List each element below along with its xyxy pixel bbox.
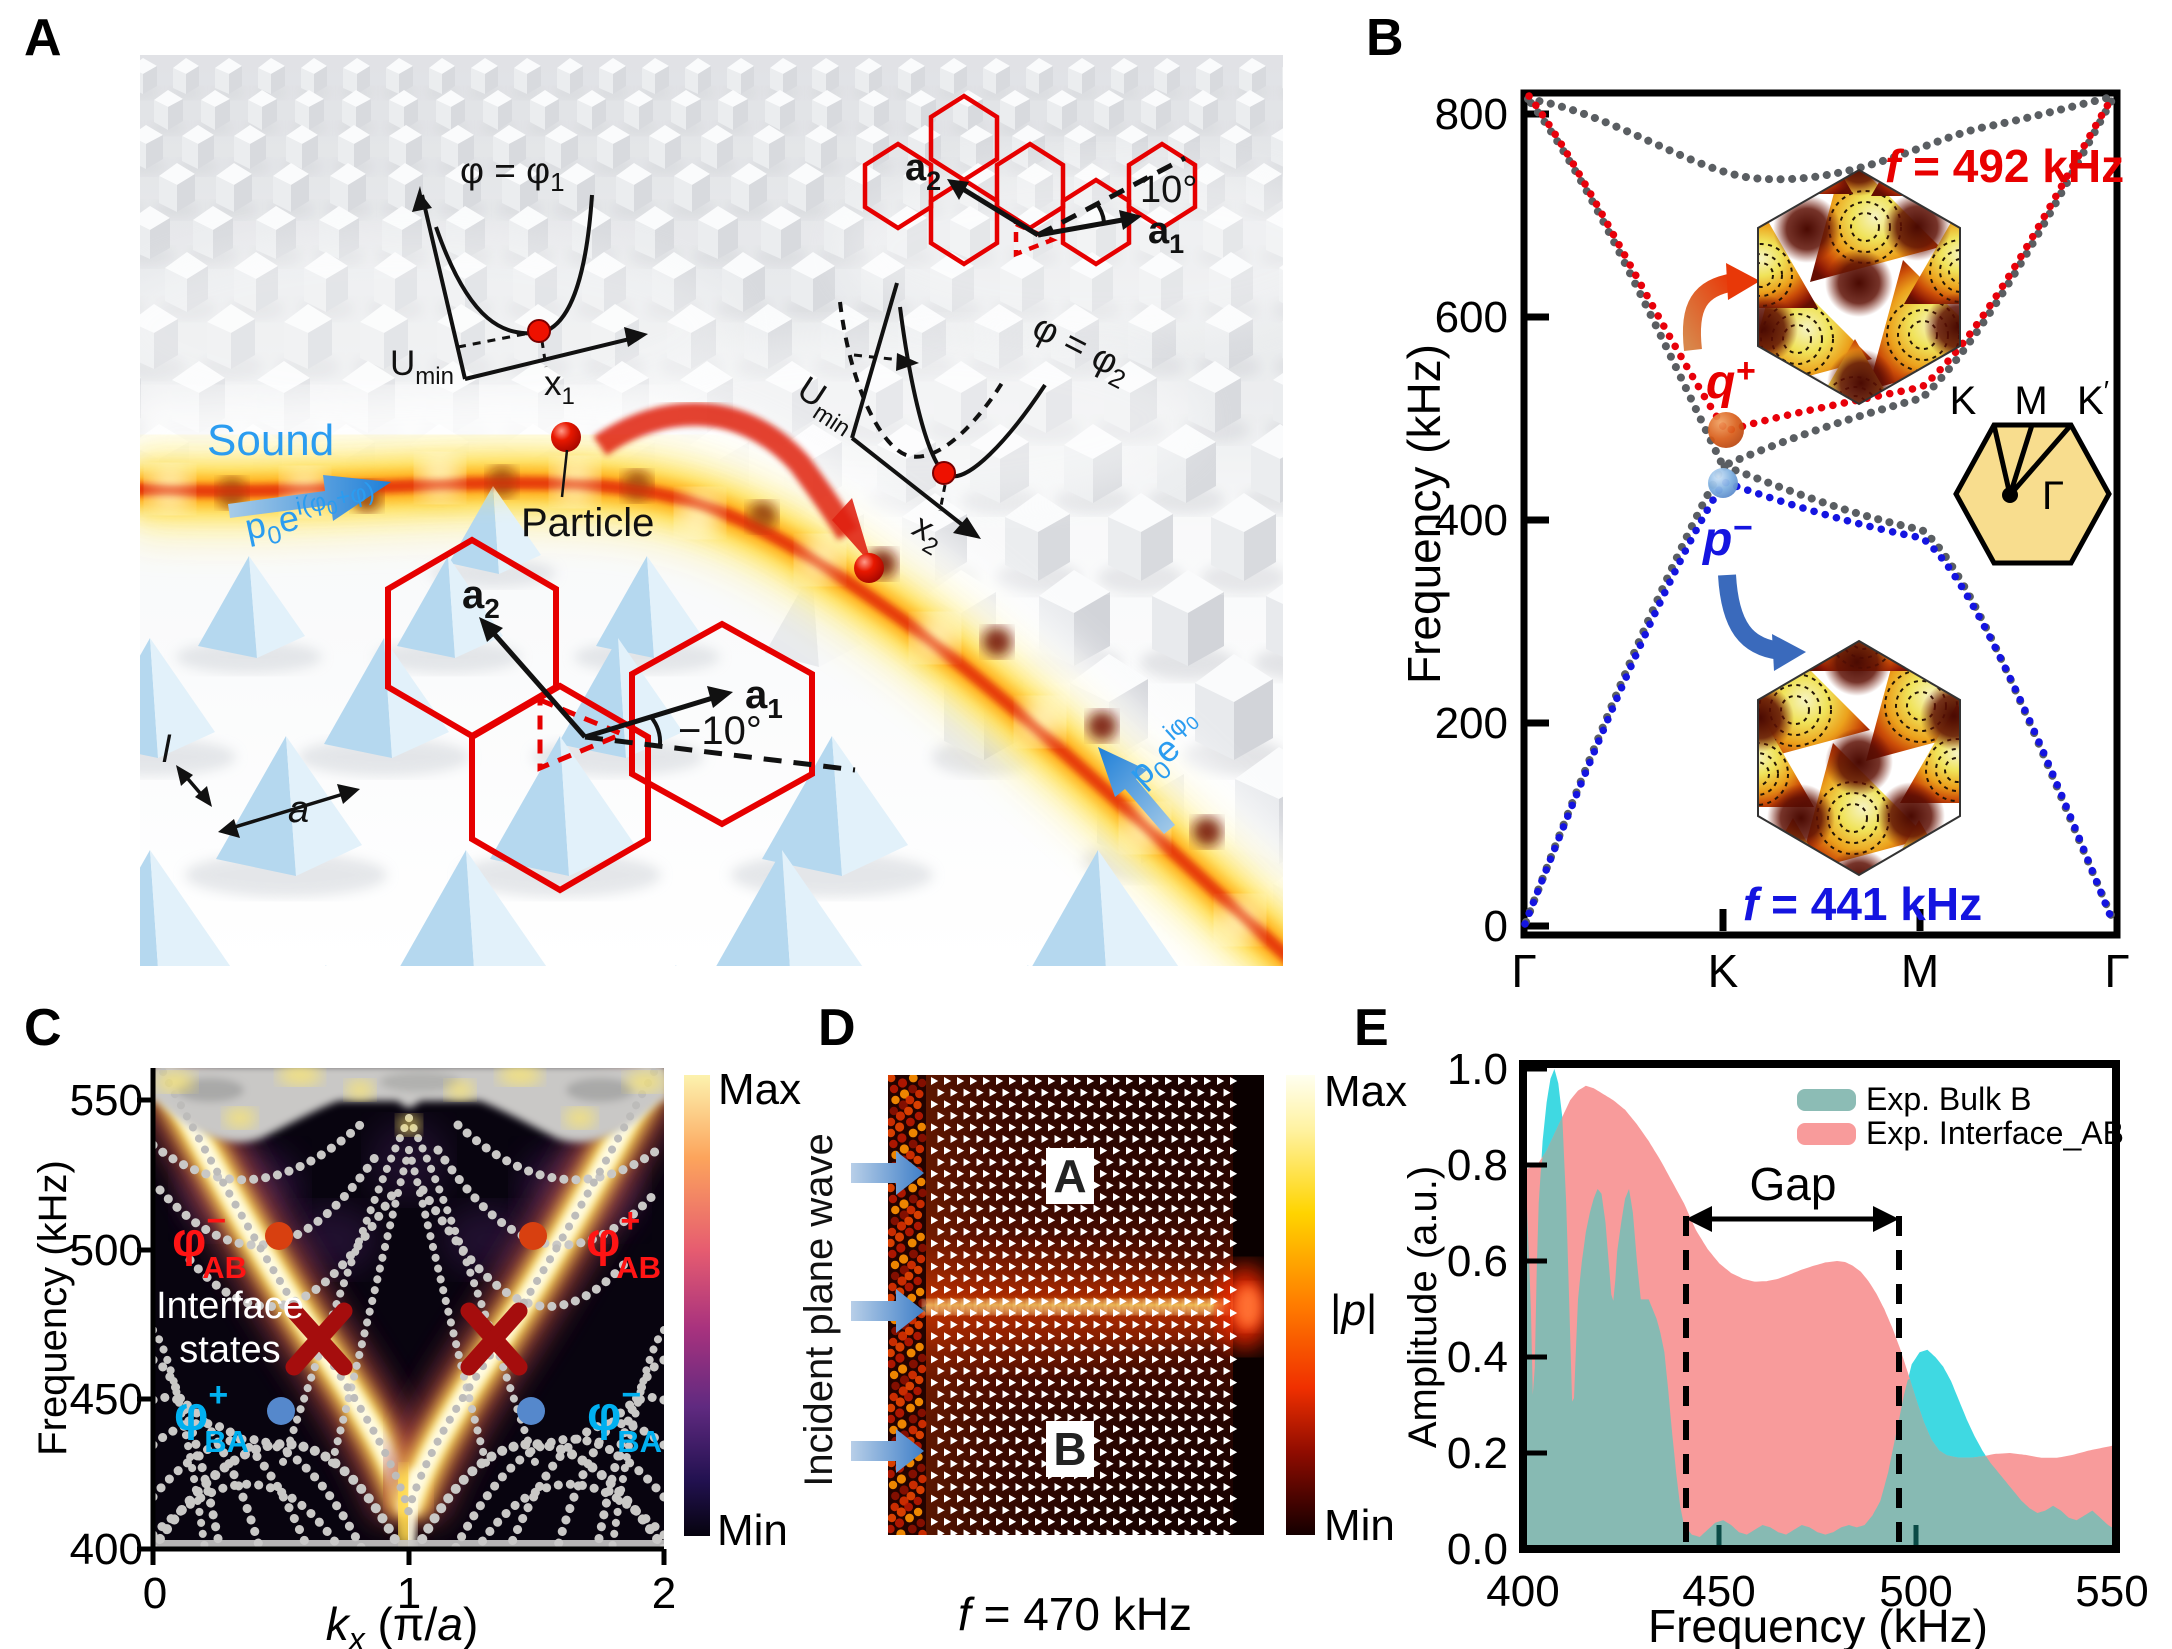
svg-text:Gap: Gap — [1750, 1158, 1837, 1210]
svg-text:Γ: Γ — [2104, 945, 2129, 997]
svg-text:|p|: |p| — [1330, 1286, 1377, 1335]
svg-text:Min: Min — [717, 1506, 788, 1555]
svg-text:K: K — [1708, 945, 1739, 997]
svg-text:B: B — [1053, 1423, 1086, 1475]
svg-text:200: 200 — [1435, 699, 1508, 748]
svg-text:Incident plane wave: Incident plane wave — [797, 1133, 841, 1487]
svg-text:1: 1 — [397, 1569, 421, 1618]
svg-text:p−: p− — [1701, 509, 1752, 566]
svg-text:a1: a1 — [745, 673, 783, 724]
svg-text:M: M — [2014, 379, 2047, 423]
svg-text:a1: a1 — [1148, 210, 1184, 259]
svg-text:f = 441 kHz: f = 441 kHz — [1743, 878, 1982, 930]
svg-text:f = 492 kHz: f = 492 kHz — [1885, 140, 2124, 192]
svg-text:450: 450 — [70, 1375, 143, 1424]
svg-text:Frequency (kHz): Frequency (kHz) — [31, 1160, 75, 1456]
svg-text:500: 500 — [70, 1226, 143, 1275]
svg-text:Max: Max — [1324, 1067, 1407, 1116]
svg-text:400: 400 — [1435, 496, 1508, 545]
svg-text:550: 550 — [70, 1076, 143, 1125]
svg-text:Amplitude (a.u.): Amplitude (a.u.) — [1401, 1166, 1445, 1448]
svg-text:Particle: Particle — [521, 501, 654, 545]
svg-text:450: 450 — [1682, 1567, 1755, 1616]
svg-text:states: states — [179, 1329, 280, 1371]
svg-text:0.4: 0.4 — [1447, 1333, 1508, 1382]
svg-text:f = 470 kHz: f = 470 kHz — [958, 1588, 1192, 1640]
svg-text:2: 2 — [652, 1569, 676, 1618]
svg-text:Max: Max — [718, 1065, 801, 1114]
svg-text:Frequency (kHz): Frequency (kHz) — [1398, 344, 1450, 684]
svg-text:Interface: Interface — [156, 1285, 304, 1327]
svg-text:Exp. Interface_AB: Exp. Interface_AB — [1866, 1115, 2124, 1151]
svg-text:Γ: Γ — [2042, 474, 2064, 518]
svg-text:400: 400 — [70, 1525, 143, 1574]
svg-text:0.8: 0.8 — [1447, 1141, 1508, 1190]
svg-text:a: a — [288, 789, 309, 831]
svg-text:M: M — [1901, 945, 1939, 997]
svg-text:600: 600 — [1435, 293, 1508, 342]
svg-text:K: K — [1950, 379, 1977, 423]
svg-text:l: l — [162, 729, 172, 771]
svg-text:10°: 10° — [1140, 169, 1197, 211]
svg-text:0.6: 0.6 — [1447, 1237, 1508, 1286]
svg-text:500: 500 — [1879, 1567, 1952, 1616]
svg-text:0: 0 — [143, 1569, 167, 1618]
svg-text:−10°: −10° — [678, 709, 762, 753]
svg-text:0.0: 0.0 — [1447, 1525, 1508, 1574]
svg-text:Frequency (kHz): Frequency (kHz) — [1648, 1600, 1988, 1649]
svg-text:0.2: 0.2 — [1447, 1429, 1508, 1478]
svg-text:1.0: 1.0 — [1447, 1045, 1508, 1094]
svg-text:kx (π/a): kx (π/a) — [326, 1598, 479, 1649]
svg-text:K′: K′ — [2077, 375, 2109, 423]
svg-text:Sound: Sound — [207, 416, 334, 465]
svg-text:400: 400 — [1486, 1567, 1559, 1616]
svg-text:Γ: Γ — [1511, 945, 1536, 997]
svg-text:A: A — [1053, 1150, 1086, 1202]
svg-text:800: 800 — [1435, 90, 1508, 139]
svg-text:φ = φ1: φ = φ1 — [460, 150, 565, 197]
svg-text:Exp. Bulk B: Exp. Bulk B — [1866, 1081, 2031, 1117]
svg-text:0: 0 — [1484, 902, 1508, 951]
svg-text:Min: Min — [1324, 1501, 1395, 1550]
svg-text:550: 550 — [2075, 1567, 2148, 1616]
